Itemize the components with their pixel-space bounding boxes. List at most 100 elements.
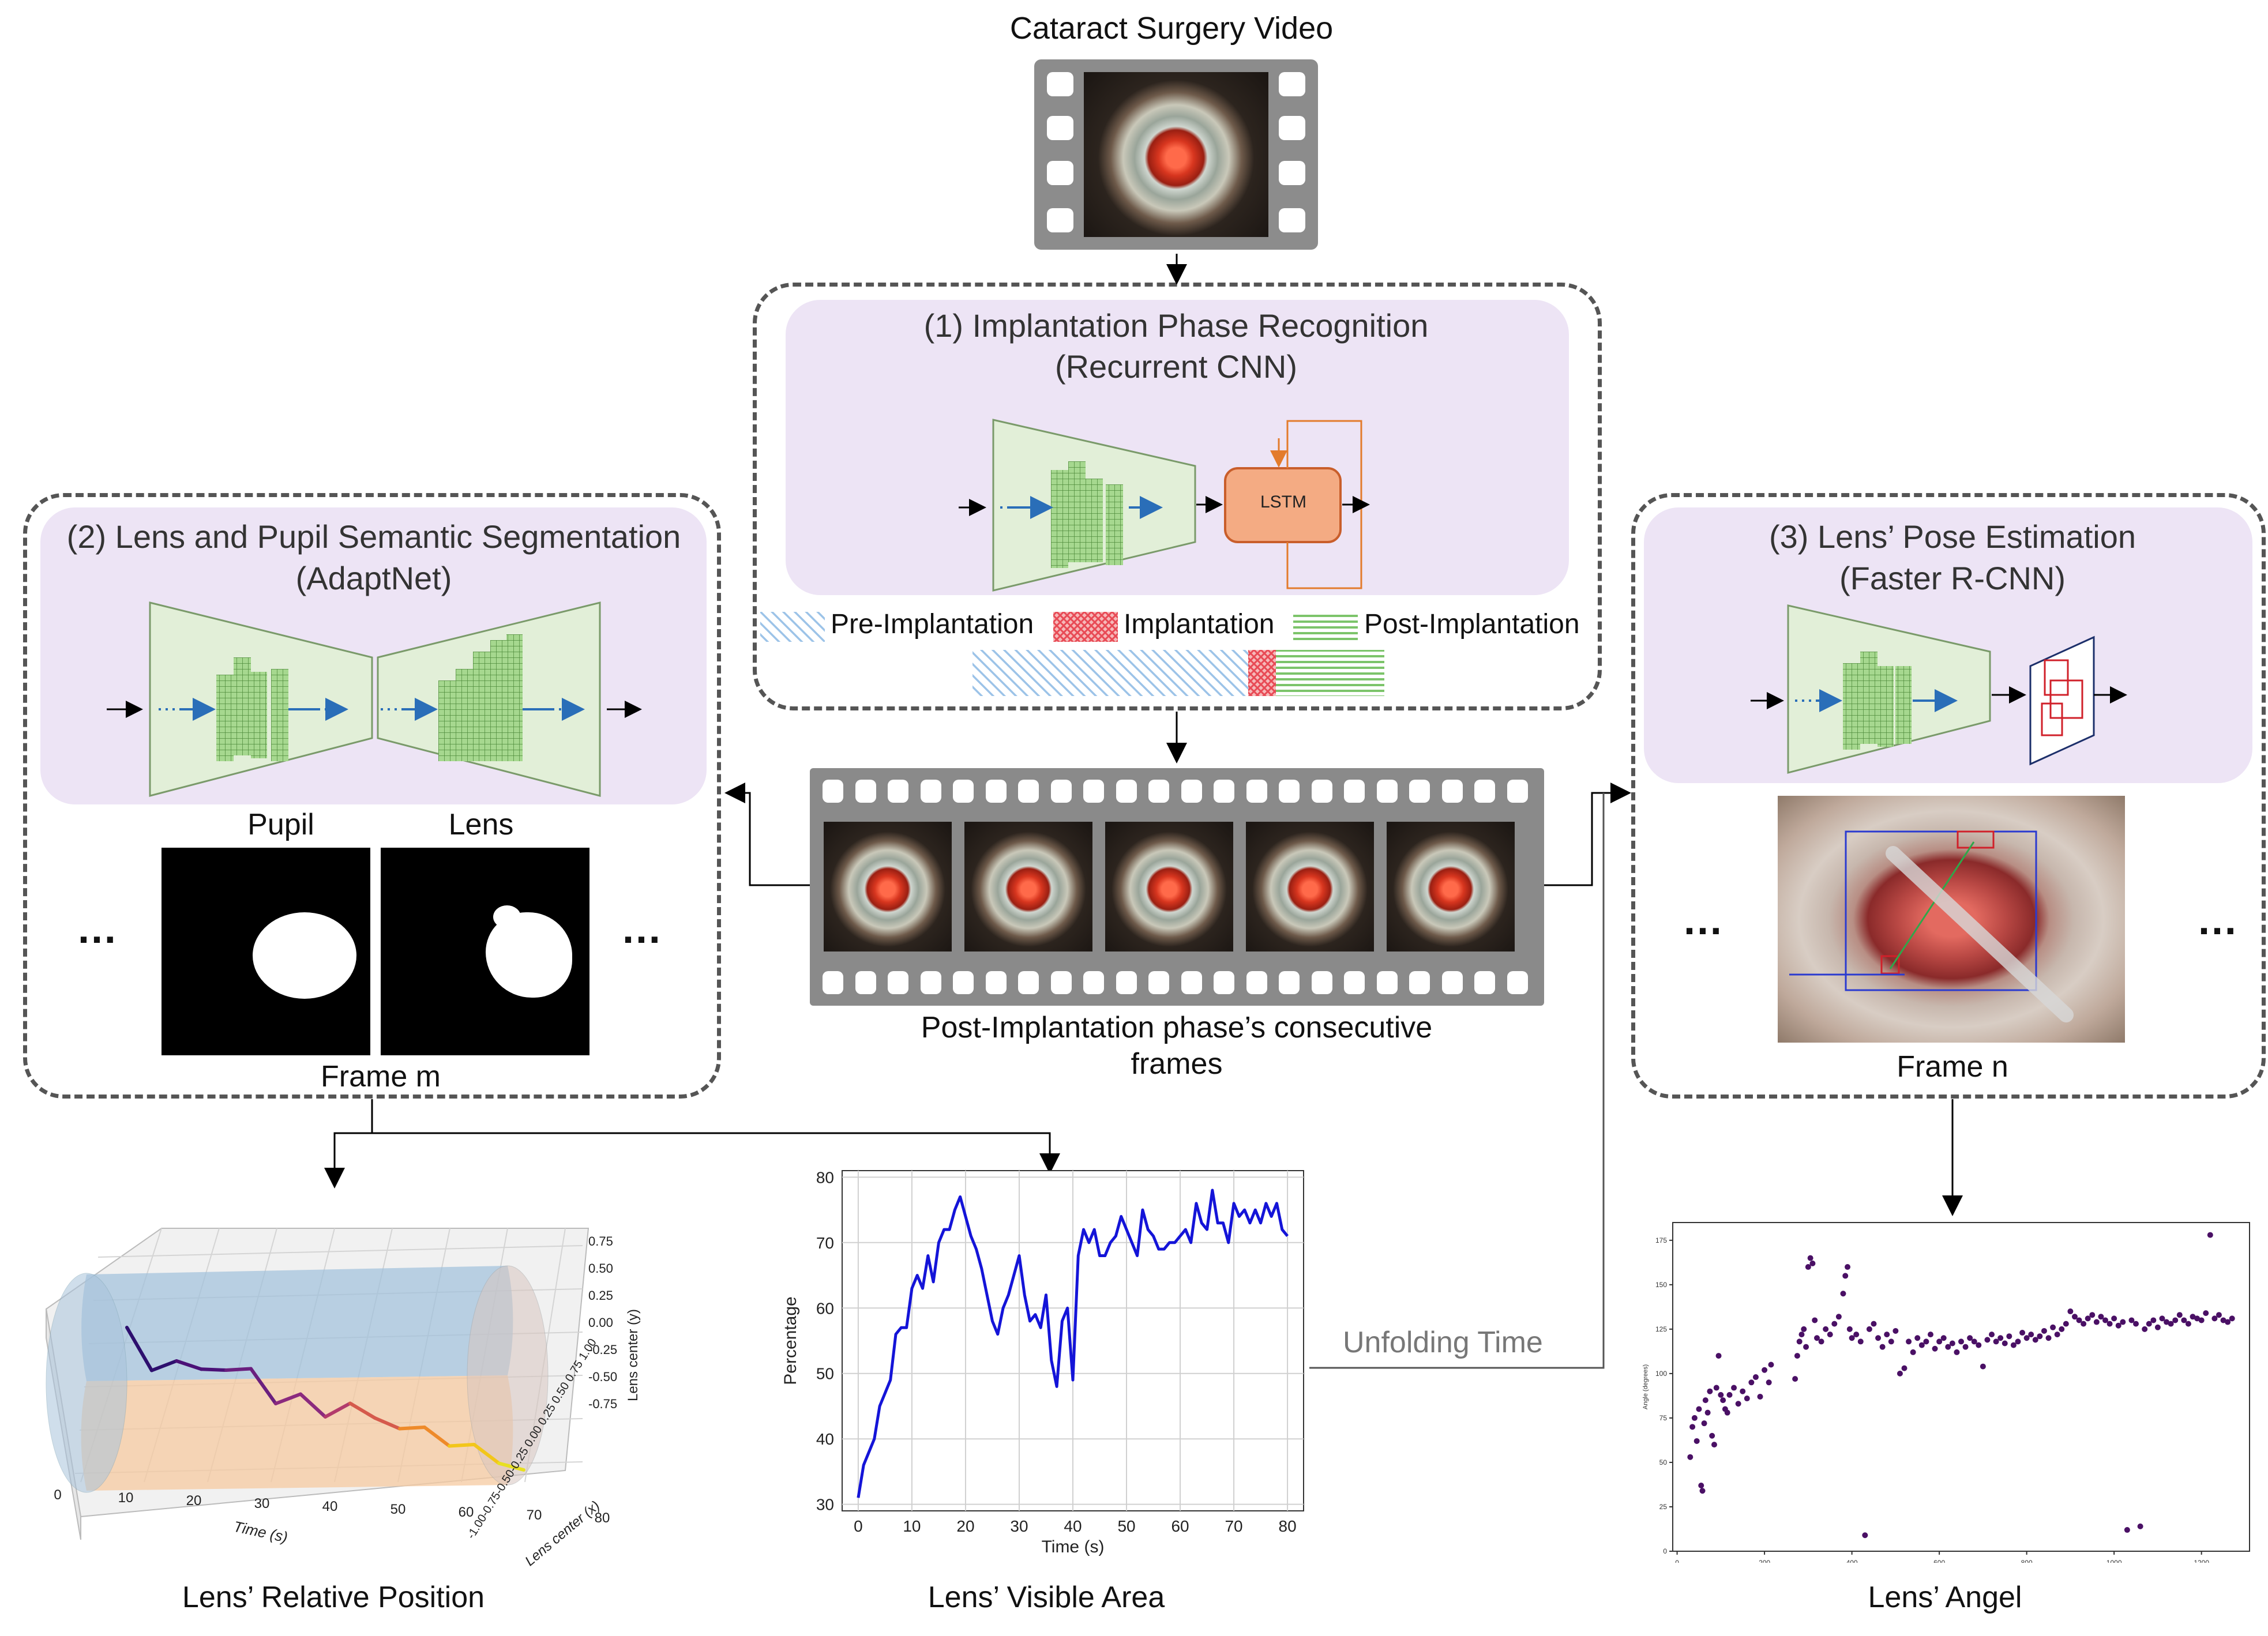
- sprocket-hole: [1474, 780, 1495, 803]
- frames-caption-line1: Post-Implantation phase’s consecutive: [921, 1011, 1433, 1044]
- angle-point: [1840, 1291, 1846, 1297]
- y-tick-label: 25: [1659, 1503, 1668, 1511]
- sprocket-hole: [1507, 780, 1528, 803]
- lens-mask-image: [381, 848, 589, 1055]
- y-tick-label: 70: [816, 1234, 834, 1252]
- angle-point: [2071, 1314, 2078, 1320]
- angle-point: [2124, 1527, 2130, 1533]
- pose-ellipsis-left: …: [1682, 897, 1723, 943]
- angle-point: [1923, 1338, 1929, 1345]
- angle-point: [1927, 1332, 1933, 1338]
- angle-point: [1709, 1432, 1715, 1439]
- trajectory-segment: [125, 1326, 153, 1372]
- angle-point: [2146, 1321, 2152, 1327]
- frames-caption-line2: frames: [1131, 1047, 1223, 1081]
- trajectory-segment: [448, 1443, 476, 1448]
- angle-point: [1945, 1344, 1951, 1350]
- legend-pre-implantation: Pre-Implantation: [831, 609, 1034, 640]
- filmstrip-holes: [810, 768, 1544, 1006]
- angle-point: [2120, 1319, 2126, 1325]
- angle-point: [1691, 1415, 1698, 1421]
- x-tick-label: 70: [1225, 1517, 1242, 1535]
- angle-point: [2220, 1317, 2226, 1323]
- angle-point: [1967, 1335, 1973, 1341]
- sprocket-hole: [953, 780, 974, 803]
- angle-point: [1796, 1338, 1803, 1345]
- angle-point: [1718, 1391, 1724, 1398]
- y-tick-label: 60: [816, 1299, 834, 1317]
- x-tick-label: 60: [459, 1505, 474, 1520]
- y-tick-label: 100: [1655, 1370, 1667, 1378]
- y-tick-label: 150: [1655, 1281, 1667, 1289]
- y-tick-label: 0: [1663, 1547, 1667, 1555]
- cylinder-top-half: [81, 1266, 513, 1381]
- angle-point: [1698, 1483, 1704, 1488]
- angle-point: [1976, 1342, 1982, 1348]
- angle-point: [1949, 1340, 1955, 1347]
- sprocket-hole: [1376, 971, 1398, 994]
- angle-point: [2081, 1321, 2087, 1327]
- segmentation-ellipsis-right: …: [621, 906, 662, 952]
- angle-point: [2168, 1321, 2174, 1327]
- y-tick-label: 0.75: [588, 1234, 613, 1248]
- angle-point: [2115, 1322, 2121, 1329]
- y-axis-label: Angle (degrees): [1642, 1364, 1649, 1409]
- angle-point: [1879, 1344, 1886, 1350]
- sprocket-hole: [1246, 971, 1267, 994]
- angle-point: [1958, 1338, 1964, 1345]
- angle-point: [2185, 1321, 2191, 1327]
- sprocket-hole: [1181, 971, 1202, 994]
- x-tick-label: 50: [390, 1502, 406, 1517]
- angle-point: [2225, 1319, 2231, 1325]
- angle-point: [1735, 1401, 1741, 1407]
- sprocket-hole: [1474, 971, 1495, 994]
- angle-point: [1752, 1374, 1759, 1381]
- sprocket-hole: [855, 971, 876, 994]
- cylinder-bottom-half: [81, 1375, 513, 1491]
- y-axis-label: Lens center (y): [625, 1309, 641, 1401]
- angle-point: [2137, 1523, 2143, 1529]
- angle-point: [1720, 1397, 1726, 1404]
- angle-point: [2037, 1333, 2043, 1340]
- segmentation-ellipsis-left: …: [76, 906, 118, 952]
- angle-caption: Lens’ Angel: [1868, 1581, 2022, 1614]
- angle-point: [1932, 1345, 1938, 1352]
- sprocket-hole: [1441, 780, 1463, 803]
- angle-point: [2203, 1310, 2209, 1317]
- y-tick-label: 30: [816, 1496, 834, 1514]
- trajectory-segment: [274, 1392, 302, 1405]
- angle-point: [1842, 1273, 1849, 1279]
- x-tick-label: 30: [1010, 1517, 1028, 1535]
- angle-point: [2164, 1319, 2170, 1325]
- angle-point: [1801, 1326, 1807, 1332]
- trajectory-segment: [224, 1367, 253, 1372]
- x-tick-label: 10: [903, 1517, 921, 1535]
- x-tick-label: 70: [527, 1507, 542, 1523]
- x-tick-label: 40: [1064, 1517, 1082, 1535]
- y-tick-label: 50: [816, 1365, 834, 1383]
- angle-point: [1766, 1379, 1772, 1386]
- trajectory-segment: [299, 1392, 327, 1419]
- trajectory-segment: [423, 1426, 451, 1448]
- angle-point: [2063, 1321, 2069, 1327]
- angle-point: [2054, 1332, 2060, 1338]
- x-tick-label: 1200: [2194, 1559, 2209, 1563]
- angle-point: [1871, 1321, 1877, 1327]
- pose-ellipsis-right: …: [2196, 897, 2238, 943]
- angle-point: [1696, 1406, 1702, 1412]
- pose-estimation-panel: [1631, 493, 2266, 1099]
- angle-point: [1884, 1332, 1890, 1338]
- trajectory-segment: [324, 1401, 352, 1419]
- angle-point: [1980, 1363, 1986, 1370]
- x-tick-label: 40: [322, 1499, 338, 1514]
- y-tick-label: 40: [816, 1430, 834, 1448]
- sprocket-hole: [920, 971, 941, 994]
- sprocket-hole: [985, 780, 1007, 803]
- plot-area: [1672, 1222, 2250, 1552]
- pupil-mask-image: [162, 848, 370, 1055]
- angle-point: [1910, 1349, 1916, 1355]
- mask-label-lens: Lens: [448, 808, 514, 841]
- phase-recognition-title: (1) Implantation Phase Recognition: [923, 307, 1429, 344]
- angle-point: [2150, 1317, 2157, 1323]
- angle-point: [1715, 1353, 1722, 1359]
